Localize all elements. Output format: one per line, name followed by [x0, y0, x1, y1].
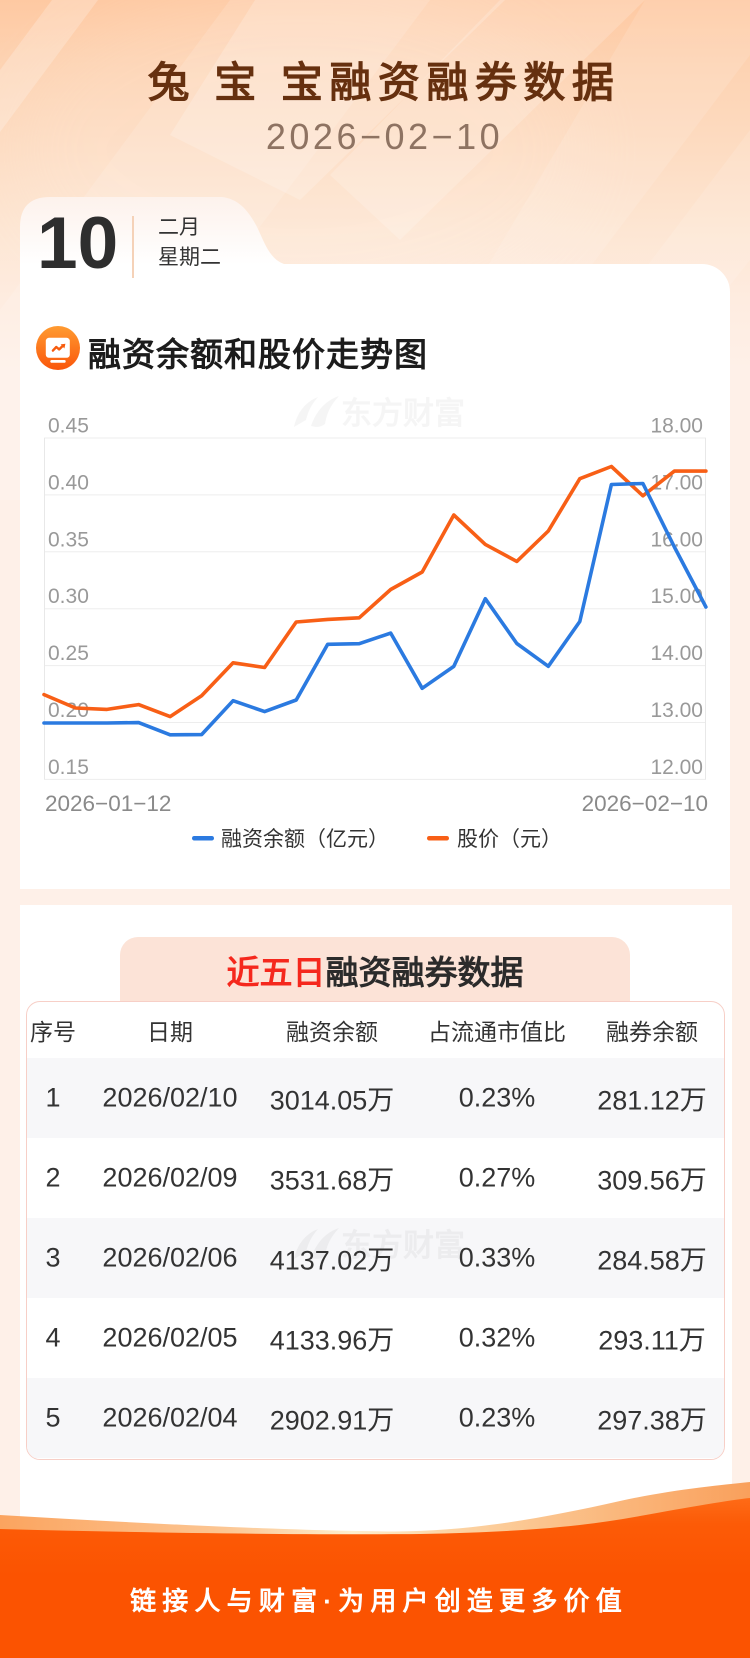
- svg-text:0.15: 0.15: [48, 756, 89, 779]
- svg-text:15.00: 15.00: [650, 585, 703, 608]
- svg-text:0.30: 0.30: [48, 585, 89, 608]
- svg-text:18.00: 18.00: [650, 415, 703, 438]
- svg-text:股价（元）: 股价（元）: [457, 828, 562, 851]
- svg-text:2026−02−10: 2026−02−10: [582, 791, 708, 816]
- svg-text:17.00: 17.00: [650, 471, 703, 494]
- svg-text:东方财富: 东方财富: [341, 396, 465, 431]
- svg-text:0.40: 0.40: [48, 471, 89, 494]
- svg-text:东方财富: 东方财富: [341, 1228, 465, 1263]
- svg-text:0.45: 0.45: [48, 415, 89, 438]
- svg-text:16.00: 16.00: [650, 528, 703, 551]
- svg-text:0.25: 0.25: [48, 642, 89, 665]
- svg-text:2026−01−12: 2026−01−12: [45, 791, 171, 816]
- svg-text:13.00: 13.00: [650, 699, 703, 722]
- svg-text:14.00: 14.00: [650, 642, 703, 665]
- svg-text:融资余额（亿元）: 融资余额（亿元）: [221, 828, 389, 851]
- svg-text:0.35: 0.35: [48, 528, 89, 551]
- svg-text:12.00: 12.00: [650, 756, 703, 779]
- svg-text:0.20: 0.20: [48, 699, 89, 722]
